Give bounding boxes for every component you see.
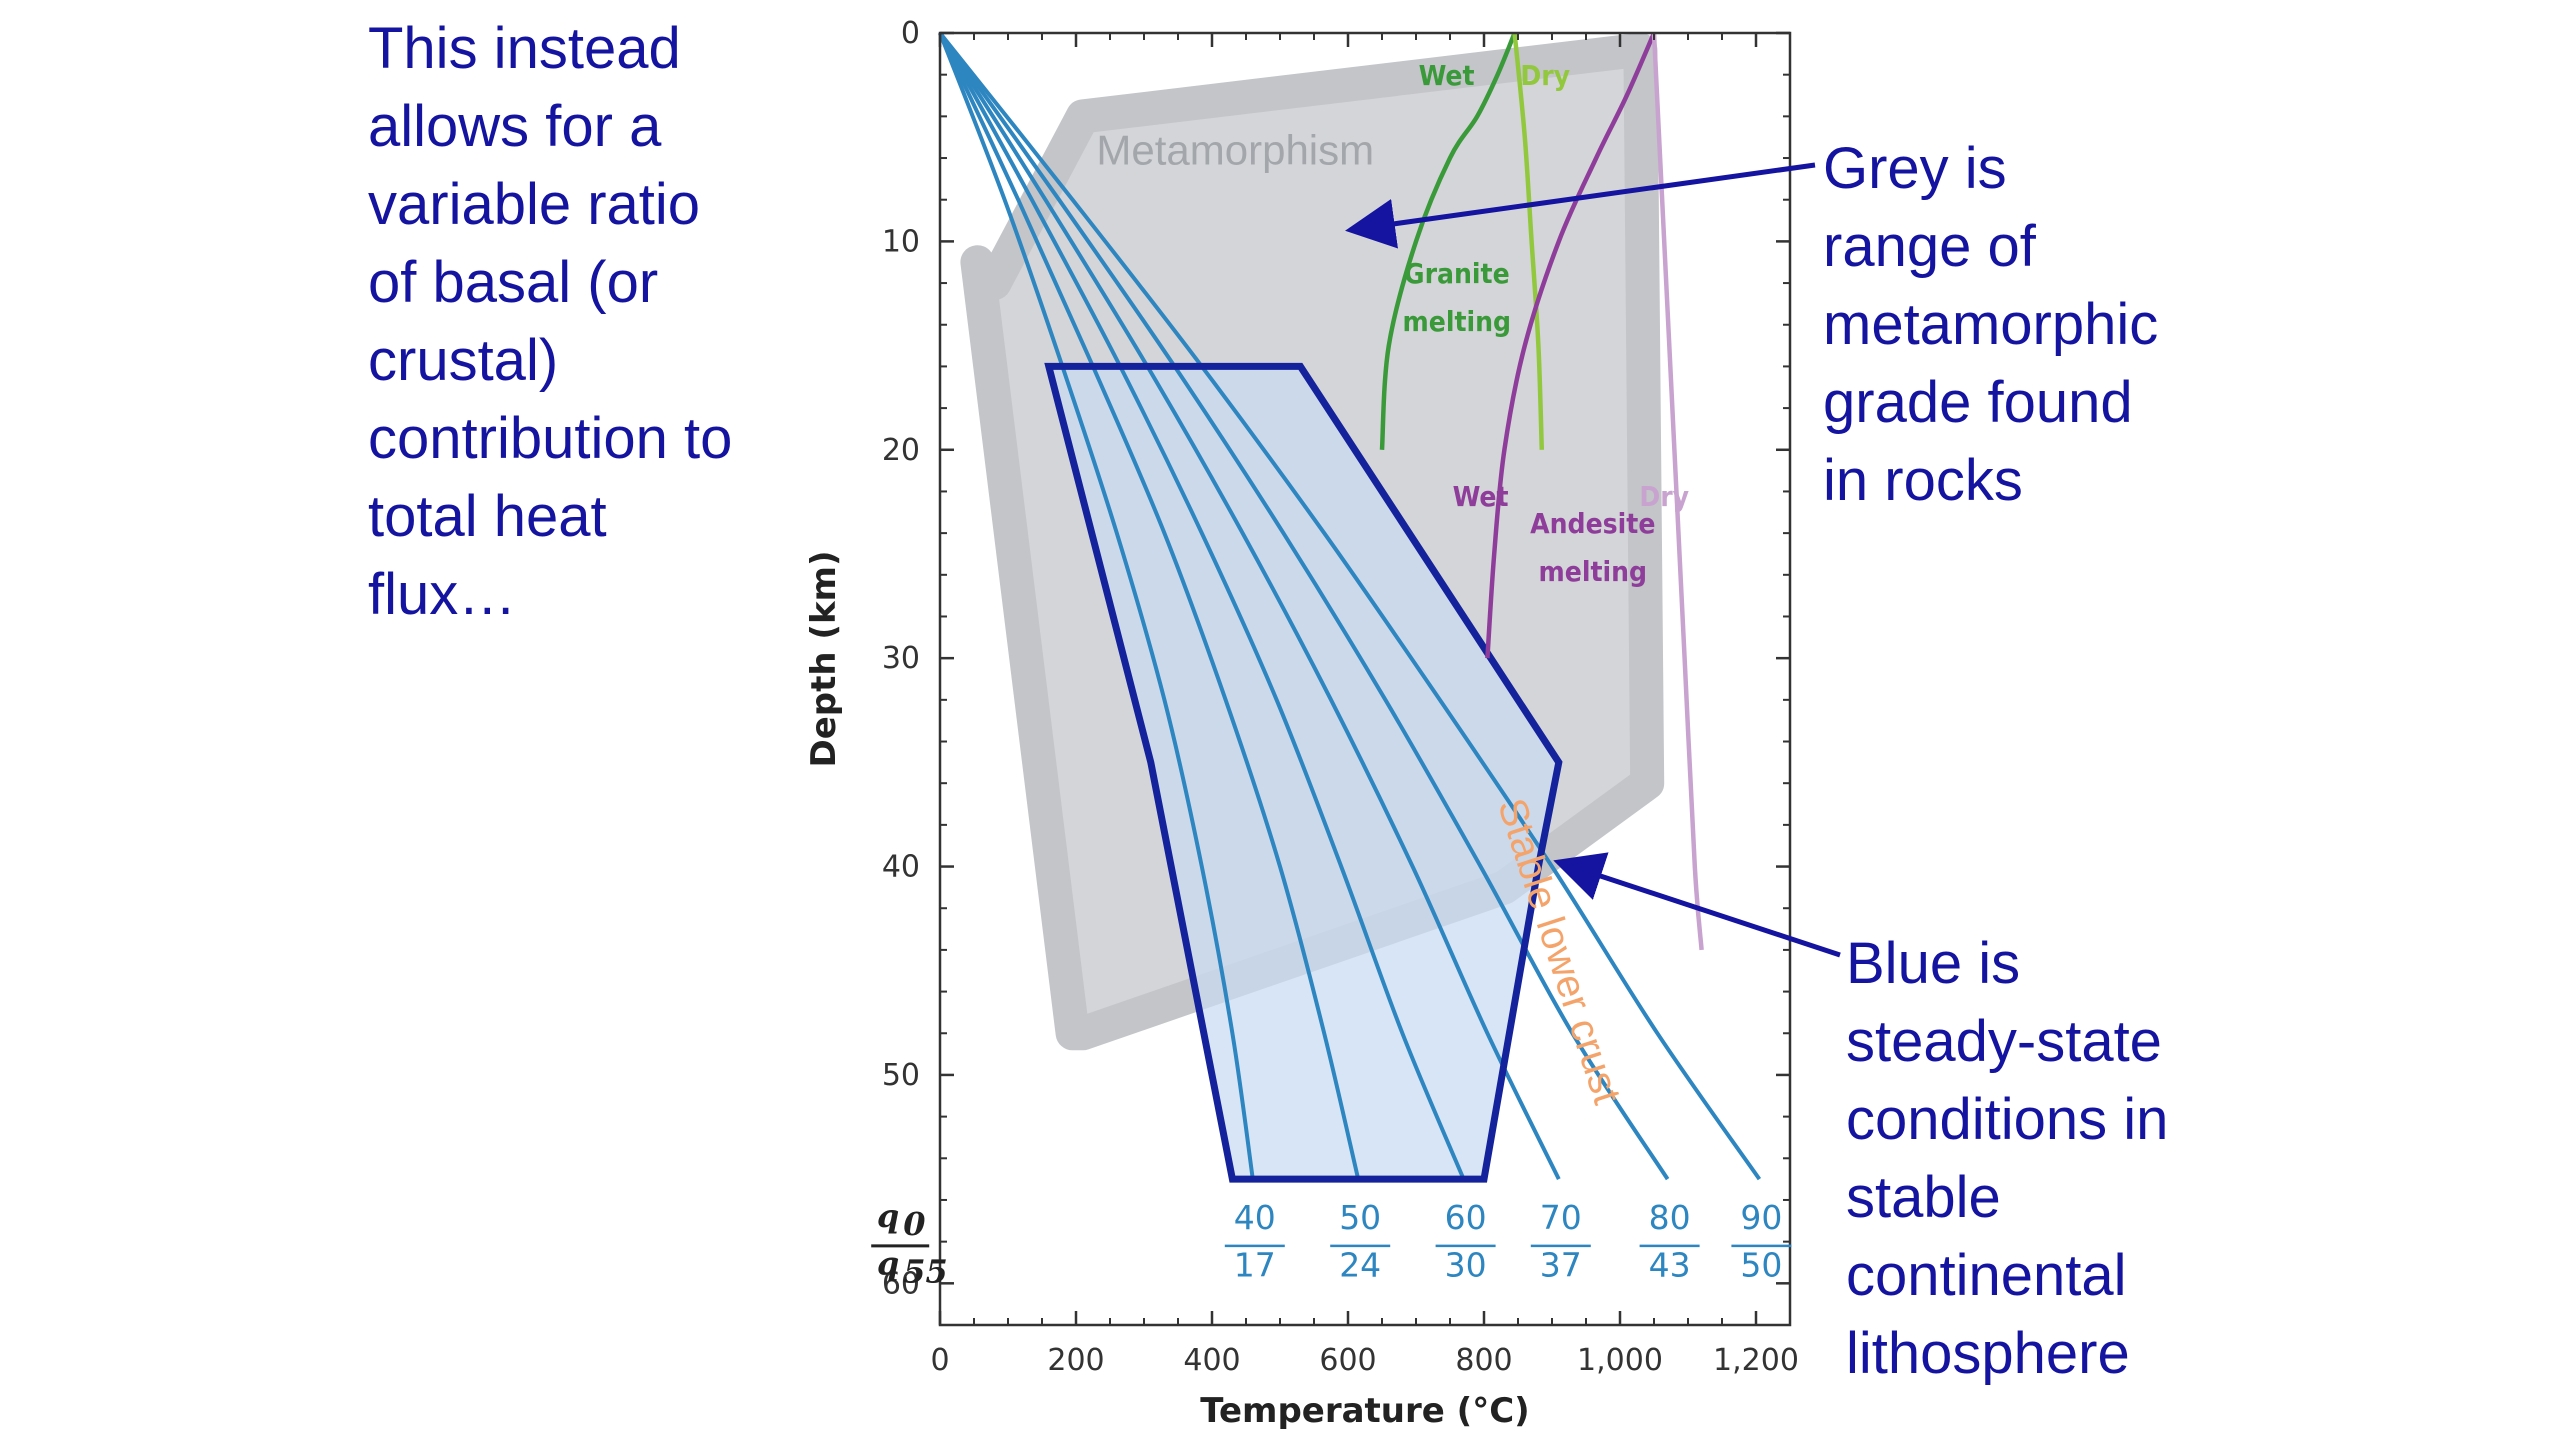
grey-annotation-arrow <box>1345 162 1816 249</box>
y-tick-label: 30 <box>882 641 920 676</box>
q55-subscript: 55 <box>903 1253 948 1291</box>
x-tick-label: 600 <box>1319 1343 1376 1378</box>
flux-top-60: 60 <box>1445 1198 1487 1237</box>
granite-melting-label-line2: melting <box>1402 305 1511 338</box>
x-axis-title: Temperature (°C) <box>1200 1391 1529 1431</box>
q0-subscript: 0 <box>903 1205 925 1243</box>
y-tick-label: 40 <box>882 850 920 885</box>
x-tick-label: 0 <box>930 1343 949 1378</box>
geotherm-line-50-24 <box>938 32 1361 1180</box>
annotation-blue-text: Blue is steady-state conditions in stabl… <box>1846 931 2169 1386</box>
geotherm-line-40-17 <box>938 32 1255 1180</box>
granite-dry-label: Dry <box>1520 59 1570 92</box>
andesite-wet-solidus <box>1485 32 1657 659</box>
andesite-melting-label-line2: melting <box>1538 555 1647 588</box>
geotherm-line-80-43 <box>938 31 1670 1181</box>
y-tick-label: 50 <box>882 1058 920 1093</box>
y-tick-label: 0 <box>901 16 920 51</box>
geotherm-line-70-37 <box>938 31 1561 1180</box>
flux-bottom-37: 37 <box>1540 1246 1582 1285</box>
flux-bottom-24: 24 <box>1339 1246 1381 1285</box>
x-tick-label: 200 <box>1047 1343 1104 1378</box>
y-tick-label: 20 <box>882 433 920 468</box>
flux-top-80: 80 <box>1649 1198 1691 1237</box>
steady-state-outline <box>1044 362 1563 1183</box>
flux-bottom-43: 43 <box>1649 1246 1691 1285</box>
x-tick-label: 1,200 <box>1713 1343 1799 1378</box>
geotherm-line-90-50 <box>938 31 1762 1181</box>
flux-bottom-30: 30 <box>1445 1246 1487 1285</box>
flux-bottom-17: 17 <box>1234 1246 1276 1285</box>
andesite-dry-label: Dry <box>1639 480 1689 513</box>
geotherm-line-60-30 <box>938 32 1466 1180</box>
andesite-dry-solidus <box>1651 32 1704 951</box>
granite-melting-label: Granite <box>1404 257 1510 290</box>
x-tick-label: 800 <box>1455 1343 1512 1378</box>
x-tick-label: 1,000 <box>1577 1343 1663 1378</box>
annotation-grey-text: Grey is range of metamorphic grade found… <box>1823 136 2159 513</box>
flux-top-40: 40 <box>1234 1198 1276 1237</box>
q0-header: q <box>877 1197 899 1235</box>
q55-header: q <box>877 1245 899 1283</box>
granite-wet-label: Wet <box>1419 59 1475 92</box>
flux-top-50: 50 <box>1339 1198 1381 1237</box>
y-tick-label: 10 <box>882 224 920 259</box>
granite-dry-solidus <box>1512 32 1545 450</box>
flux-bottom-50: 50 <box>1740 1246 1782 1285</box>
andesite-wet-label: Wet <box>1453 480 1509 513</box>
blue-annotation-arrow <box>1553 852 1841 958</box>
y-axis-title: Depth (km) <box>804 550 844 767</box>
y-tick-label: 60 <box>882 1266 920 1301</box>
x-tick-label: 400 <box>1183 1343 1240 1378</box>
annotation-left-text: This instead allows for a variable ratio… <box>368 16 733 627</box>
metamorphism-label: Metamorphism <box>1096 126 1374 173</box>
flux-top-70: 70 <box>1540 1198 1582 1237</box>
plot-frame <box>938 31 1792 1327</box>
flux-top-90: 90 <box>1740 1198 1782 1237</box>
andesite-melting-label: Andesite <box>1530 507 1655 540</box>
granite-wet-solidus <box>1379 32 1517 450</box>
